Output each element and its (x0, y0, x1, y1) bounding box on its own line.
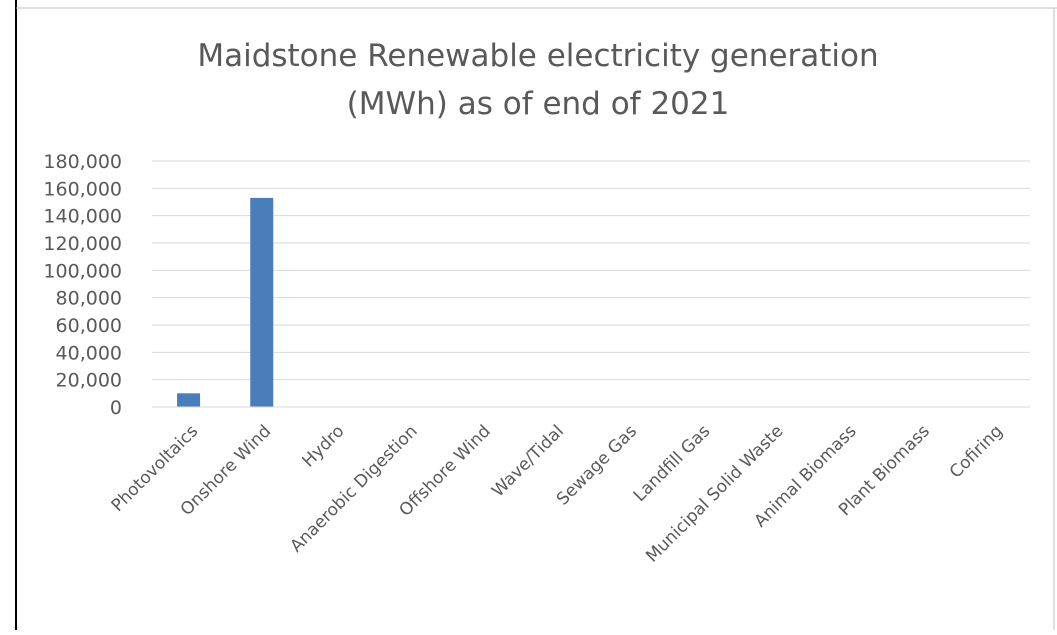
bars (177, 197, 274, 407)
x-tick-label: Cofiring (946, 421, 1007, 482)
y-tick-label: 20,000 (56, 370, 122, 392)
x-tick-label: Anaerobic Digestion (287, 421, 422, 556)
chart-title-line-2: (MWh) as of end of 2021 (347, 86, 730, 122)
y-tick-label: 0 (110, 397, 122, 419)
y-tick-label: 140,000 (43, 206, 122, 228)
chart-title-line-1: Maidstone Renewable electricity generati… (197, 38, 878, 74)
y-axis-tick-labels: 0 20,000 40,000 60,000 80,000 100,000 120,000 1… (43, 151, 122, 419)
y-tick-label: 160,000 (43, 178, 122, 200)
x-tick-label: Wave/Tidal (488, 421, 568, 501)
y-tick-label: 180,000 (43, 151, 122, 173)
bar (177, 393, 201, 407)
y-tick-label: 60,000 (56, 315, 122, 337)
gridlines (152, 160, 1030, 381)
y-tick-label: 80,000 (56, 288, 122, 310)
x-tick-label: Hydro (298, 421, 348, 471)
y-tick-label: 120,000 (43, 233, 122, 255)
y-tick-label: 100,000 (43, 260, 122, 282)
x-tick-label: Municipal Solid Waste (642, 421, 787, 566)
y-tick-label: 40,000 (56, 342, 122, 364)
bar (250, 197, 274, 407)
